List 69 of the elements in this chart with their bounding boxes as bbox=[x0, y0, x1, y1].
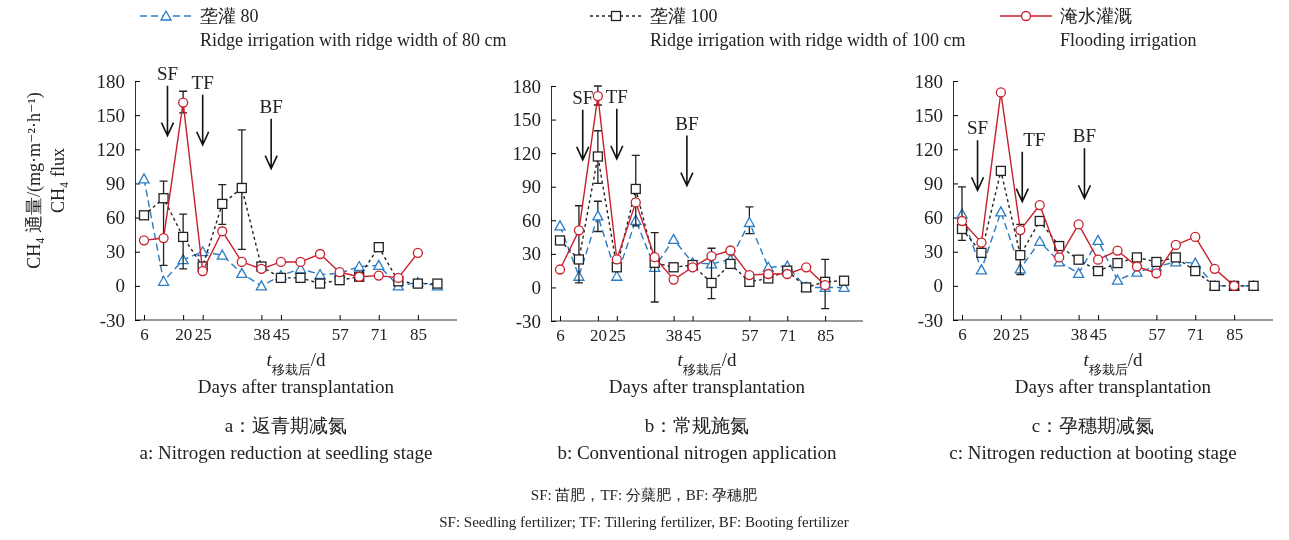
legend-label: 垄灌 80 Ridge irrigation with ridge width of 80 cm bbox=[200, 6, 507, 50]
y-tick-label: 60 bbox=[106, 207, 125, 229]
y-tick-label: -30 bbox=[515, 310, 541, 332]
text: c：孕穗期减氮 c: Nitrogen reduction at booting stage bbox=[949, 415, 1237, 463]
y-tick-label: 150 bbox=[96, 104, 125, 126]
y-tick-label: 150 bbox=[914, 104, 943, 126]
y-tick-label: 30 bbox=[522, 243, 541, 265]
y-tick-label: 180 bbox=[914, 70, 943, 92]
x-tick-label: 45 bbox=[272, 325, 290, 344]
x-tick-label: 6 bbox=[556, 326, 565, 345]
x-tick-label: 45 bbox=[1090, 325, 1108, 344]
y-tick-label: 60 bbox=[522, 209, 541, 231]
x-axis-title: t$_{移栽后}$/d Days after transplantation bbox=[1014, 349, 1212, 397]
x-tick-label: 85 bbox=[817, 326, 835, 345]
x-tick-label: 57 bbox=[1148, 325, 1166, 344]
annotation: SF bbox=[966, 117, 989, 139]
x-axis-title: t$_{移栽后}$/d Days after transplantation bbox=[197, 349, 395, 397]
y-tick-label: -30 bbox=[917, 309, 943, 331]
text: a：返青期减氮 a: Nitrogen reduction at seedling stage bbox=[139, 415, 433, 463]
y-axis-title: CH₄ 通量/(mg·m⁻²·h⁻¹) CH₄ flux bbox=[24, 92, 68, 269]
y-tick-label: -30 bbox=[99, 309, 125, 331]
x-tick-label: 38 bbox=[1070, 325, 1088, 344]
x-tick-label: 71 bbox=[370, 325, 388, 344]
x-tick-label: 45 bbox=[684, 326, 702, 345]
legend-label: 淹水灌溉 Flooding irrigation bbox=[1060, 6, 1197, 50]
y-tick-label: 120 bbox=[512, 142, 541, 164]
y-tick-label: 30 bbox=[924, 241, 943, 263]
x-tick-label: 85 bbox=[1226, 325, 1244, 344]
y-tick-label: 90 bbox=[106, 173, 125, 195]
text: SF: 苗肥，TF: 分蘖肥，BF: 孕穗肥 bbox=[530, 487, 758, 503]
x-tick-label: 20 bbox=[589, 326, 607, 345]
x-tick-label: 71 bbox=[1187, 325, 1205, 344]
x-tick-label: 20 bbox=[175, 325, 193, 344]
x-tick-label: 6 bbox=[958, 325, 967, 344]
y-tick-label: 0 bbox=[933, 275, 943, 297]
x-tick-label: 25 bbox=[608, 326, 626, 345]
legend-label: 垄灌 100 Ridge irrigation with ridge width of 100 cm bbox=[650, 6, 966, 50]
y-tick-label: 150 bbox=[512, 109, 541, 131]
text: SF: Seedling fertilizer; TF: Tillering fertilizer, BF: Booting fertilizer bbox=[439, 514, 849, 530]
y-tick-label: 60 bbox=[924, 207, 943, 229]
x-axis-title: t$_{移栽后}$/d Days after transplantation bbox=[608, 349, 806, 397]
x-tick-label: 38 bbox=[665, 326, 683, 345]
y-tick-label: 30 bbox=[106, 241, 125, 263]
annotation: BF bbox=[1072, 125, 1097, 147]
x-tick-label: 20 bbox=[992, 325, 1010, 344]
annotation: BF bbox=[259, 95, 283, 117]
annotation: SF bbox=[156, 62, 179, 84]
y-tick-label: 120 bbox=[96, 138, 125, 160]
annotation: TF bbox=[191, 71, 214, 93]
y-tick-label: 180 bbox=[96, 70, 125, 92]
y-tick-label: 90 bbox=[924, 173, 943, 195]
annotation: TF bbox=[605, 85, 628, 107]
x-tick-label: 38 bbox=[253, 325, 271, 344]
text: b：常规施氮 b: Conventional nitrogen application bbox=[557, 415, 838, 463]
x-tick-label: 85 bbox=[409, 325, 427, 344]
y-tick-label: 180 bbox=[512, 75, 541, 97]
x-tick-label: 57 bbox=[331, 325, 350, 344]
y-tick-label: 90 bbox=[522, 176, 541, 198]
annotation: TF bbox=[1023, 128, 1046, 150]
x-tick-label: 6 bbox=[140, 325, 149, 344]
annotation: BF bbox=[675, 112, 699, 134]
x-tick-label: 25 bbox=[1012, 325, 1030, 344]
annotation: SF bbox=[572, 86, 594, 108]
y-tick-label: 120 bbox=[914, 138, 943, 160]
x-tick-label: 71 bbox=[779, 326, 797, 345]
y-tick-label: 0 bbox=[115, 275, 125, 297]
y-tick-label: 0 bbox=[531, 277, 541, 299]
x-tick-label: 57 bbox=[741, 326, 759, 345]
x-tick-label: 25 bbox=[194, 325, 212, 344]
